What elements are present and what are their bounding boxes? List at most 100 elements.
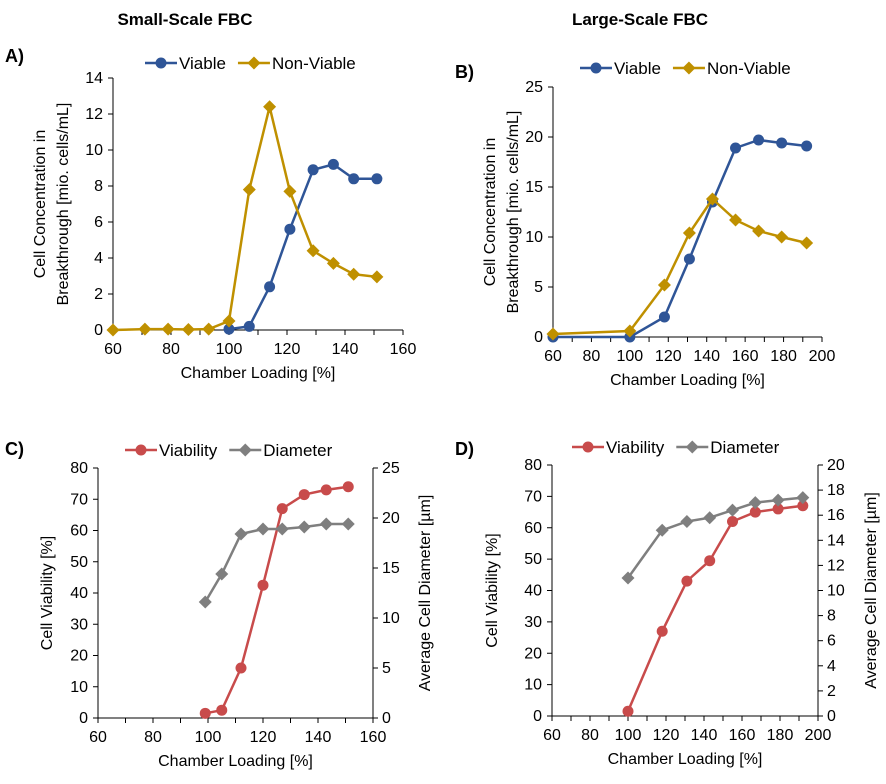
series-non-viable-point <box>775 230 789 244</box>
legend-label: Diameter <box>263 441 332 460</box>
y2-axis-title: Average Cell Diameter [µm] <box>417 495 434 692</box>
series-non-viable-point <box>283 184 297 198</box>
series-diameter-point <box>796 491 810 505</box>
header-large-scale: Large-Scale FBC <box>572 10 708 29</box>
y-tick-label: 50 <box>524 551 542 568</box>
series-non-viable-point <box>370 270 384 284</box>
y2-tick-label: 12 <box>827 557 845 574</box>
legend-label: Non-Viable <box>707 59 791 78</box>
panel-label: A) <box>5 46 24 66</box>
series-diameter-point <box>297 520 311 534</box>
y-tick-label: 80 <box>70 460 88 477</box>
series-diameter-point <box>680 514 694 528</box>
y-tick-label: 2 <box>94 286 103 303</box>
series-diameter-point <box>748 496 762 510</box>
series-non-viable-point <box>347 267 361 281</box>
x-tick-label: 160 <box>390 341 417 358</box>
legend-label: Non-Viable <box>272 54 356 73</box>
series-non-viable-point <box>657 278 671 292</box>
y-tick-label: 6 <box>94 214 103 231</box>
series-viability-point <box>727 515 738 527</box>
series-non-viable-point <box>263 100 277 114</box>
y-tick-label: 20 <box>70 648 88 665</box>
series-viability-point <box>298 489 310 501</box>
series-viable-point <box>801 140 813 152</box>
series-non-viable-point <box>138 322 152 336</box>
series-non-viable-point <box>161 322 175 336</box>
legend-label: Viable <box>614 59 661 78</box>
x-tick-label: 60 <box>543 727 561 744</box>
y2-axis-title: Average Cell Diameter [µm] <box>863 492 880 689</box>
y-tick-label: 0 <box>533 708 542 725</box>
y-tick-label: 0 <box>79 710 88 727</box>
y-tick-label: 70 <box>524 488 542 505</box>
series-viability-point <box>681 575 693 587</box>
x-tick-label: 80 <box>581 727 599 744</box>
legend-label: Viability <box>606 438 665 457</box>
x-tick-label: 140 <box>693 348 720 365</box>
y-tick-label: 0 <box>534 329 543 346</box>
x-tick-label: 80 <box>144 729 162 746</box>
y-tick-label: 60 <box>524 520 542 537</box>
y2-tick-label: 0 <box>382 710 391 727</box>
legend-marker <box>685 440 699 454</box>
y2-tick-label: 20 <box>827 457 845 474</box>
series-diameter-point <box>726 503 739 517</box>
y-tick-label: 20 <box>525 129 543 146</box>
series-viable-point <box>327 158 339 170</box>
y2-tick-label: 10 <box>382 610 400 627</box>
panel-label: D) <box>455 439 474 459</box>
y2-tick-label: 6 <box>827 633 836 650</box>
legend-marker <box>582 441 594 453</box>
series-non-viable-point <box>682 226 696 240</box>
series-diameter-point <box>215 567 229 581</box>
y2-tick-label: 15 <box>382 560 400 577</box>
x-tick-label: 60 <box>544 348 562 365</box>
series-diameter-point <box>621 571 635 585</box>
legend-marker <box>590 62 602 74</box>
x-tick-label: 120 <box>250 729 277 746</box>
series-viability-point <box>199 707 211 719</box>
x-tick-label: 180 <box>767 727 794 744</box>
series-viable-point <box>776 137 788 149</box>
legend-marker <box>247 56 261 70</box>
series-viable-line <box>553 138 807 339</box>
series-non-viable-point <box>705 192 719 206</box>
series-viability-point <box>656 625 668 637</box>
series-non-viable-point <box>729 213 743 227</box>
y-tick-label: 10 <box>85 142 103 159</box>
series-viable-point <box>683 253 695 265</box>
x-tick-label: 80 <box>583 348 601 365</box>
y-tick-label: 0 <box>94 322 103 339</box>
series-non-viable-point <box>242 183 256 197</box>
x-tick-label: 200 <box>809 348 836 365</box>
series-viable-point <box>264 281 276 293</box>
y2-tick-label: 2 <box>827 683 836 700</box>
y-axis-title: Cell Concentration in <box>482 138 499 287</box>
series-non-viable-line <box>112 106 378 332</box>
y2-tick-label: 10 <box>827 583 845 600</box>
y-tick-label: 30 <box>524 614 542 631</box>
y-tick-label: 10 <box>525 229 543 246</box>
series-viable-point <box>307 164 319 176</box>
series-non-viable-point <box>306 244 320 258</box>
panel-label: C) <box>5 439 24 459</box>
series-viable-point <box>243 320 255 332</box>
series-viability-point <box>772 503 784 515</box>
series-viable-point <box>348 173 360 185</box>
y2-tick-label: 20 <box>382 510 400 527</box>
series-viability-point <box>704 555 716 567</box>
series-non-viable-point <box>546 327 560 341</box>
y-tick-label: 30 <box>70 616 88 633</box>
series-viability-point <box>797 500 809 512</box>
y-tick-label: 40 <box>70 585 88 602</box>
series-viability-point <box>342 481 354 493</box>
series-viability-point <box>276 503 288 515</box>
panel-label: B) <box>455 62 474 82</box>
y-tick-label: 50 <box>70 554 88 571</box>
x-tick-label: 100 <box>615 727 642 744</box>
series-non-viable-point <box>202 322 216 336</box>
y-tick-label: 10 <box>70 679 88 696</box>
